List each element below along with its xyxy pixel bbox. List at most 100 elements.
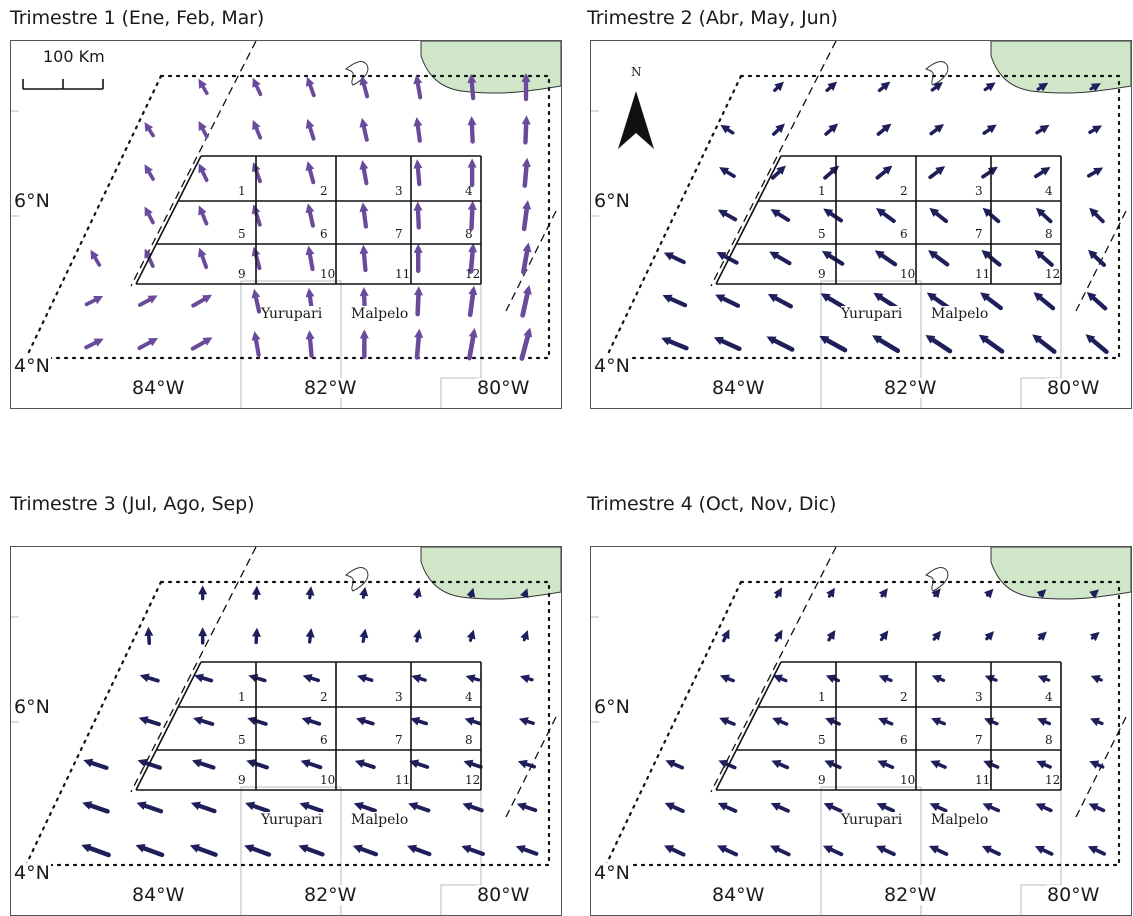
current-arrow: [1035, 207, 1053, 224]
map-frame: 1 2 3 4 5 6 7 8 9 10 11 12 6°N 4°N 84°W 82°W 80°W Yurupar…: [10, 546, 562, 916]
current-arrow: [1087, 845, 1107, 856]
zone-number: 11: [395, 267, 411, 281]
domain-boundary: [24, 580, 551, 867]
current-arrow: [981, 250, 1002, 267]
domain-boundary: [24, 74, 551, 360]
current-arrow: [84, 338, 104, 350]
current-arrow: [1037, 717, 1052, 727]
land-coast: [990, 547, 1131, 600]
current-arrow: [713, 336, 742, 352]
current-arrow: [819, 335, 848, 353]
current-arrow: [823, 208, 843, 223]
current-arrow: [302, 673, 320, 683]
current-arrow: [359, 202, 369, 229]
current-arrow: [463, 759, 483, 769]
zone-number: 4: [465, 690, 473, 704]
current-arrow: [772, 674, 788, 683]
current-arrow: [821, 250, 845, 266]
current-arrow: [515, 845, 539, 856]
current-arrow: [878, 588, 888, 598]
current-arrow: [301, 716, 322, 726]
current-arrow: [466, 587, 476, 598]
current-arrow: [719, 167, 736, 178]
zone-number: 5: [818, 733, 826, 747]
current-arrow: [144, 164, 155, 181]
current-arrow: [519, 674, 534, 684]
scale-bar: [22, 79, 104, 90]
zone-number: 2: [900, 690, 908, 704]
current-arrow: [773, 587, 782, 599]
current-arrow: [467, 200, 477, 231]
bathymetry-lines: [11, 110, 482, 408]
current-arrow: [981, 845, 1001, 856]
place-label-malpelo: Malpelo: [351, 306, 409, 322]
current-arrow: [137, 758, 163, 770]
current-arrow: [144, 626, 154, 646]
current-arrow: [983, 82, 996, 92]
place-label-yurupari: Yurupari: [841, 812, 903, 828]
current-arrow: [931, 588, 941, 599]
current-arrow: [251, 627, 261, 645]
current-arrow: [825, 717, 841, 726]
zone-number: 9: [238, 267, 246, 281]
current-arrow: [298, 844, 325, 857]
current-arrow: [305, 161, 316, 185]
place-label-malpelo: Malpelo: [931, 306, 989, 322]
current-arrow: [822, 845, 844, 857]
current-arrow: [82, 801, 110, 814]
land-coast: [420, 547, 561, 600]
zone-number: 8: [465, 227, 473, 241]
current-arrow: [984, 588, 994, 599]
current-arrow: [359, 586, 369, 599]
current-arrow: [251, 288, 262, 314]
zone-number: 1: [238, 184, 246, 198]
longitude-label: 84°W: [131, 377, 186, 399]
current-arrow: [716, 845, 739, 857]
current-arrow: [520, 285, 532, 318]
north-arrow-icon: [618, 91, 654, 149]
panel-title: Trimestre 1 (Ene, Feb, Mar): [10, 7, 265, 29]
current-arrow: [83, 758, 109, 770]
zone-number: 9: [818, 773, 826, 787]
current-arrow: [1086, 291, 1108, 311]
scale-bar-label: 100 Km: [43, 47, 105, 66]
current-arrow: [1089, 207, 1105, 224]
current-arrow: [408, 802, 431, 813]
current-arrow: [823, 802, 843, 813]
current-arrow: [720, 124, 735, 135]
current-arrow: [245, 801, 271, 814]
map-frame: 1 2 3 4 5 6 7 8 9 10 11 12 6°N 4°N 84°W 82°W 80°W Yurupar…: [590, 546, 1132, 916]
current-arrow: [766, 336, 795, 352]
zone-number: 11: [975, 773, 991, 787]
current-arrow: [876, 208, 896, 223]
current-arrow: [520, 630, 529, 642]
current-arrow: [1089, 83, 1101, 92]
zone-number: 5: [238, 733, 246, 747]
current-arrow: [467, 158, 477, 188]
current-arrow: [413, 286, 423, 317]
current-arrow: [664, 802, 685, 813]
current-arrow: [662, 294, 688, 308]
zone-number: 2: [320, 690, 328, 704]
current-arrow: [1033, 292, 1056, 311]
current-arrow: [982, 124, 997, 135]
longitude-label: 80°W: [1046, 377, 1101, 399]
current-arrow: [305, 586, 315, 600]
current-arrow: [930, 760, 947, 769]
zone-number: 8: [1045, 227, 1053, 241]
current-arrow: [774, 629, 783, 642]
boundary-dashed-line: [130, 41, 257, 287]
current-arrow: [198, 163, 209, 183]
latitude-label: 4°N: [13, 862, 51, 884]
boundary-dashed-line: [710, 41, 837, 287]
current-arrow: [1089, 589, 1100, 599]
boundary-dashed-line: [710, 547, 837, 793]
current-arrow: [1036, 589, 1047, 599]
current-arrow: [410, 716, 429, 726]
current-arrow: [353, 802, 377, 813]
current-arrow: [356, 674, 374, 683]
zone-number: 10: [900, 773, 916, 787]
current-arrow: [824, 760, 842, 770]
current-arrow: [251, 331, 261, 358]
land-coast: [990, 41, 1131, 94]
